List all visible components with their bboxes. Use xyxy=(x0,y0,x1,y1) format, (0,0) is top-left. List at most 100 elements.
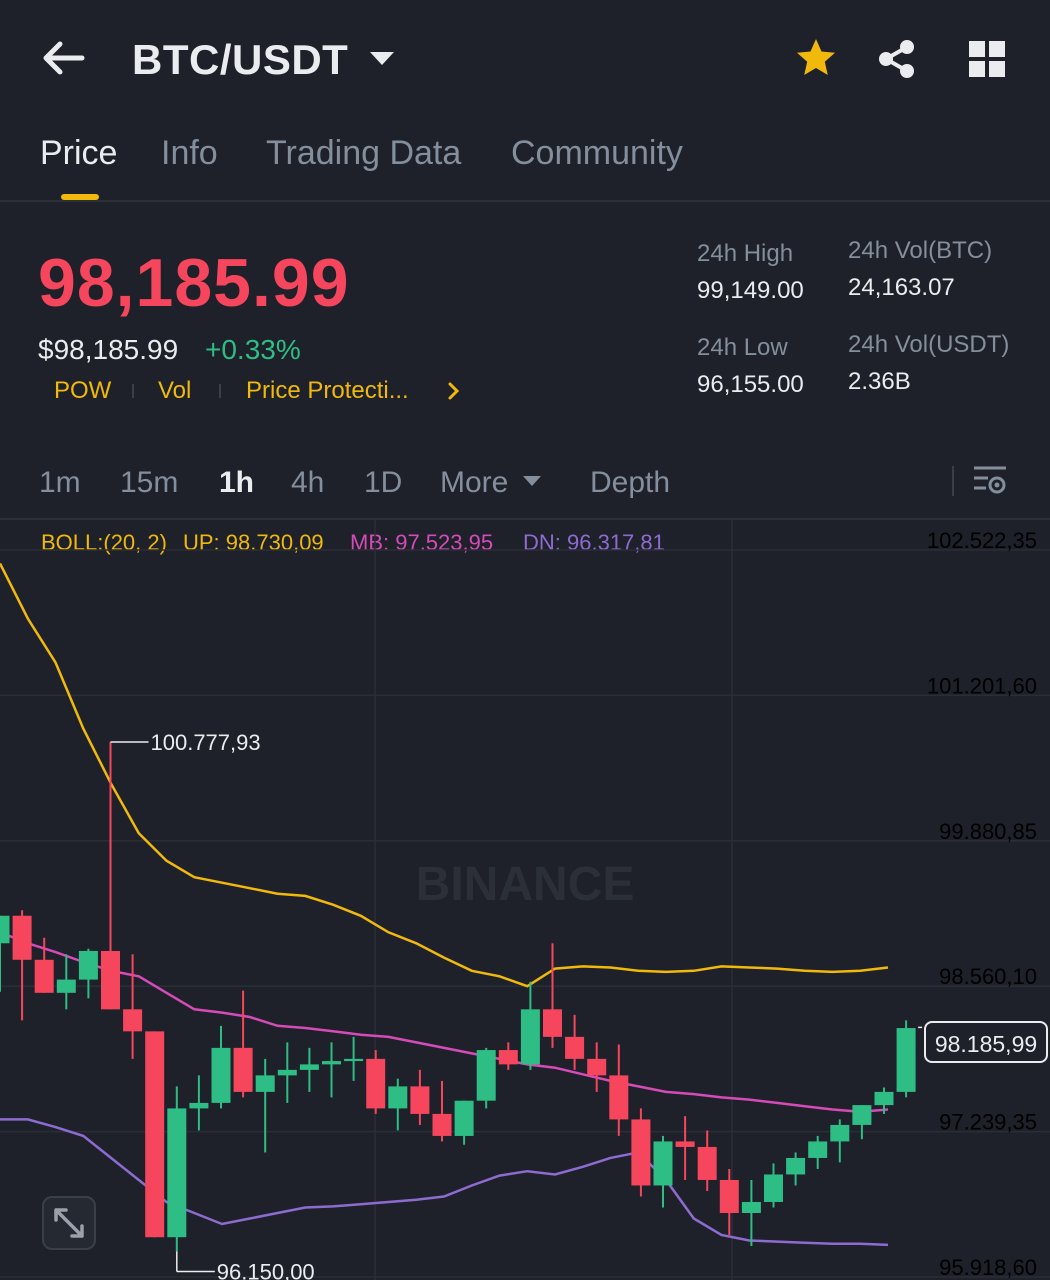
grid-icon[interactable] xyxy=(968,40,1006,78)
candle-body xyxy=(874,1091,894,1106)
low-24h-value: 96,155.00 xyxy=(697,371,804,398)
candle-body xyxy=(896,1028,916,1092)
candle-body xyxy=(123,1009,143,1032)
tag-pow[interactable]: POW xyxy=(54,377,112,404)
candle-body xyxy=(432,1113,452,1136)
price-axis-label: 95.918,60 xyxy=(939,1255,1037,1280)
interval-1h[interactable]: 1h xyxy=(219,466,255,499)
candle-body xyxy=(0,915,10,944)
candle-body xyxy=(167,1108,187,1238)
interval-more[interactable]: More xyxy=(440,466,509,499)
candle-body xyxy=(277,1069,297,1076)
tag-price-protection[interactable]: Price Protecti... xyxy=(246,377,409,404)
candle-body xyxy=(520,1009,540,1065)
tab-info[interactable]: Info xyxy=(161,134,218,172)
low-24h-label: 24h Low xyxy=(697,334,788,361)
candle-body xyxy=(764,1174,783,1202)
caret-down-icon[interactable] xyxy=(368,48,396,68)
boll-up: UP: 98.730,09 xyxy=(183,530,324,555)
candle-body xyxy=(101,950,120,1010)
boll-mb: MB: 97.523,95 xyxy=(350,530,494,555)
tag-vol[interactable]: Vol xyxy=(158,377,192,404)
candle-body xyxy=(719,1179,739,1213)
high-marker-label: 100.777,93 xyxy=(151,730,261,755)
boll-dn-line xyxy=(0,1118,889,1247)
candle-body xyxy=(476,1050,496,1101)
candle-body xyxy=(609,1075,629,1120)
price-axis-label: 97.239,35 xyxy=(939,1110,1037,1135)
candle-body xyxy=(255,1075,275,1092)
expand-button[interactable] xyxy=(42,1196,96,1250)
candle-body xyxy=(388,1086,408,1109)
pair-title[interactable]: BTC/USDT xyxy=(132,36,349,83)
boll-label: BOLL:(20, 2) xyxy=(41,530,167,555)
candle-body xyxy=(852,1105,872,1125)
candle-body xyxy=(565,1036,585,1059)
price-axis-label: 101.201,60 xyxy=(927,673,1037,698)
candle-body xyxy=(189,1102,209,1109)
boll-mb-line xyxy=(0,931,889,1113)
boll-dn: DN: 96.317,81 xyxy=(523,530,665,555)
candle-body xyxy=(454,1100,474,1136)
share-icon[interactable] xyxy=(876,38,918,80)
usd-price: $98,185.99 xyxy=(38,334,179,365)
candle-body xyxy=(366,1058,386,1109)
price-axis-label: 99.880,85 xyxy=(939,819,1037,844)
tab-trading-data[interactable]: Trading Data xyxy=(266,134,462,172)
candle-body xyxy=(498,1050,518,1065)
candle-body xyxy=(145,1031,165,1238)
expand-icon xyxy=(54,1208,84,1238)
candle-body xyxy=(786,1157,806,1175)
tag-separator xyxy=(132,384,134,398)
candle-body xyxy=(543,1009,562,1037)
candle-body xyxy=(675,1141,695,1147)
high-24h-value: 99,149.00 xyxy=(697,277,804,304)
chevron-right-icon[interactable] xyxy=(446,380,462,402)
candle-body xyxy=(299,1064,319,1070)
back-arrow-icon[interactable] xyxy=(40,38,88,78)
boll-up-line xyxy=(0,562,889,988)
watermark: BINANCE xyxy=(416,858,635,911)
tag-separator xyxy=(219,384,221,398)
interval-15m[interactable]: 15m xyxy=(120,466,179,499)
interval-4h[interactable]: 4h xyxy=(291,466,325,499)
candle-body xyxy=(34,959,54,993)
low-marker-label: 96.150,00 xyxy=(217,1260,315,1280)
interval-1d[interactable]: 1D xyxy=(364,466,403,499)
price-axis-label: 102.522,35 xyxy=(927,528,1037,553)
candle-body xyxy=(78,950,98,980)
star-icon[interactable] xyxy=(794,37,838,79)
high-24h-label: 24h High xyxy=(697,240,794,267)
active-tab-indicator xyxy=(61,194,99,200)
candle-body xyxy=(741,1201,761,1213)
current-price-label: 98.185,99 xyxy=(924,1021,1048,1063)
candle-body xyxy=(808,1141,828,1158)
interval-1m[interactable]: 1m xyxy=(39,466,81,499)
candle-body xyxy=(587,1058,607,1076)
vol-usdt-label: 24h Vol(USDT) xyxy=(848,331,1010,358)
candle-body xyxy=(56,979,76,993)
chart-settings-icon[interactable] xyxy=(972,464,1008,498)
vol-usdt-value: 2.36B xyxy=(848,368,911,395)
candle-body xyxy=(631,1119,651,1186)
tab-community[interactable]: Community xyxy=(511,134,683,172)
tab-price[interactable]: Price xyxy=(40,134,118,172)
tabs-divider xyxy=(0,200,1050,202)
candle-body xyxy=(653,1141,673,1186)
candle-body xyxy=(233,1047,253,1092)
interval-depth[interactable]: Depth xyxy=(590,466,671,499)
candle-body xyxy=(322,1061,341,1065)
price-axis: 102.522,35 101.201,60 99.880,85 98.560,10 97… xyxy=(927,528,1037,1280)
candle-body xyxy=(410,1086,430,1114)
vol-btc-value: 24,163.07 xyxy=(848,274,955,301)
price-change-percent: +0.33% xyxy=(205,334,301,365)
candle-body xyxy=(697,1146,717,1180)
vol-btc-label: 24h Vol(BTC) xyxy=(848,237,993,264)
candlestick-chart[interactable]: BINANCE 102.522,35 101.201,60 99.880,85 98.… xyxy=(0,520,1050,1280)
price-markers: 100.777,93 96.150,00 xyxy=(110,730,924,1280)
price-axis-label: 98.560,10 xyxy=(939,964,1037,989)
caret-down-icon[interactable] xyxy=(522,474,542,488)
candle-body xyxy=(344,1058,364,1062)
candle-body xyxy=(830,1124,850,1142)
settings-separator xyxy=(952,466,954,496)
